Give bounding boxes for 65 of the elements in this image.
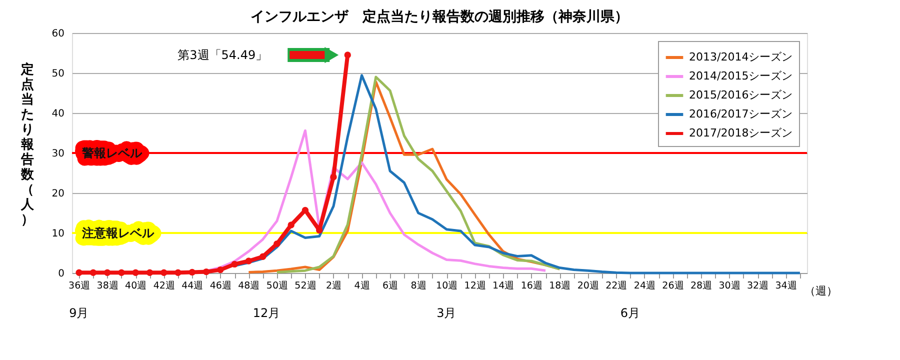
x-tick-label: 8週 [410,280,427,292]
legend-label: 2016/2017シーズン [689,108,793,120]
x-tick-label: 2週 [326,280,342,292]
legend-label: 2017/2018シーズン [689,126,793,140]
point [259,253,266,260]
point [90,269,97,276]
text: 定点当たり報告数（人） [21,62,34,228]
x-tick-label: 20週 [577,280,600,292]
x-tick-label: 44週 [182,280,204,292]
x-tick-label: 50週 [266,280,288,292]
x-tick-label: 26週 [662,280,684,292]
x-tick-label: 10週 [436,280,458,292]
y-tick-label: 0 [58,268,64,280]
x-tick-label: 52週 [294,280,317,292]
text: 6月 [620,306,640,320]
point [188,268,196,276]
point [302,206,309,214]
text: 3月 [436,306,456,320]
point [344,52,351,58]
x-tick-label: 14週 [492,280,515,292]
y-tick-label: 60 [52,28,64,40]
point [76,269,82,276]
x-tick-label: 46週 [210,280,232,292]
point [288,222,294,228]
point [160,269,168,276]
text: 12月 [252,306,280,320]
x-tick-label: 28週 [690,280,713,292]
legend-label: 2013/2014シーズン [689,50,793,64]
annotation: 第3週「54.49」 [178,48,268,62]
x-tick-label: 38週 [96,280,119,292]
x-tick-label: 6週 [382,280,399,292]
x-tick-label: 48週 [238,280,260,292]
text: 9月 [69,306,89,320]
point [132,269,139,276]
y-tick-label: 10 [52,228,64,240]
point [274,240,280,248]
point [118,269,125,276]
y-tick-label: 30 [52,148,64,160]
x-tick-label: 22週 [606,280,628,292]
x-tick-label: 42週 [153,280,176,292]
point [174,269,182,276]
point [146,269,154,276]
x-tick-label: 18週 [549,280,572,292]
legend-label: 2015/2016シーズン [689,88,793,102]
x-tick-label: 30週 [718,280,741,292]
x-tick-label: 24週 [634,280,656,292]
x-tick-label: 12週 [464,280,486,292]
point [104,269,111,276]
x-tick-label: 32週 [746,280,770,292]
y-tick-label: 20 [52,188,64,200]
x-tick-label: 4週 [354,280,370,292]
chart-title: インフルエンザ 定点当たり報告数の週別推移（神奈川県） [250,8,628,25]
point [245,258,252,264]
point [330,174,337,180]
x-tick-label: 40週 [125,280,148,292]
x-tick-label: 16週 [520,280,543,292]
x-tick-label: 34週 [775,280,798,292]
y-tick-label: 40 [52,108,64,120]
point [217,266,224,274]
point [202,268,210,276]
y-tick-label: 50 [52,68,64,80]
x-tick-label: 36週 [68,280,91,292]
point [231,260,238,268]
legend-label: 2014/2015シーズン [689,70,793,82]
x-axis-title: （週） [804,284,838,298]
